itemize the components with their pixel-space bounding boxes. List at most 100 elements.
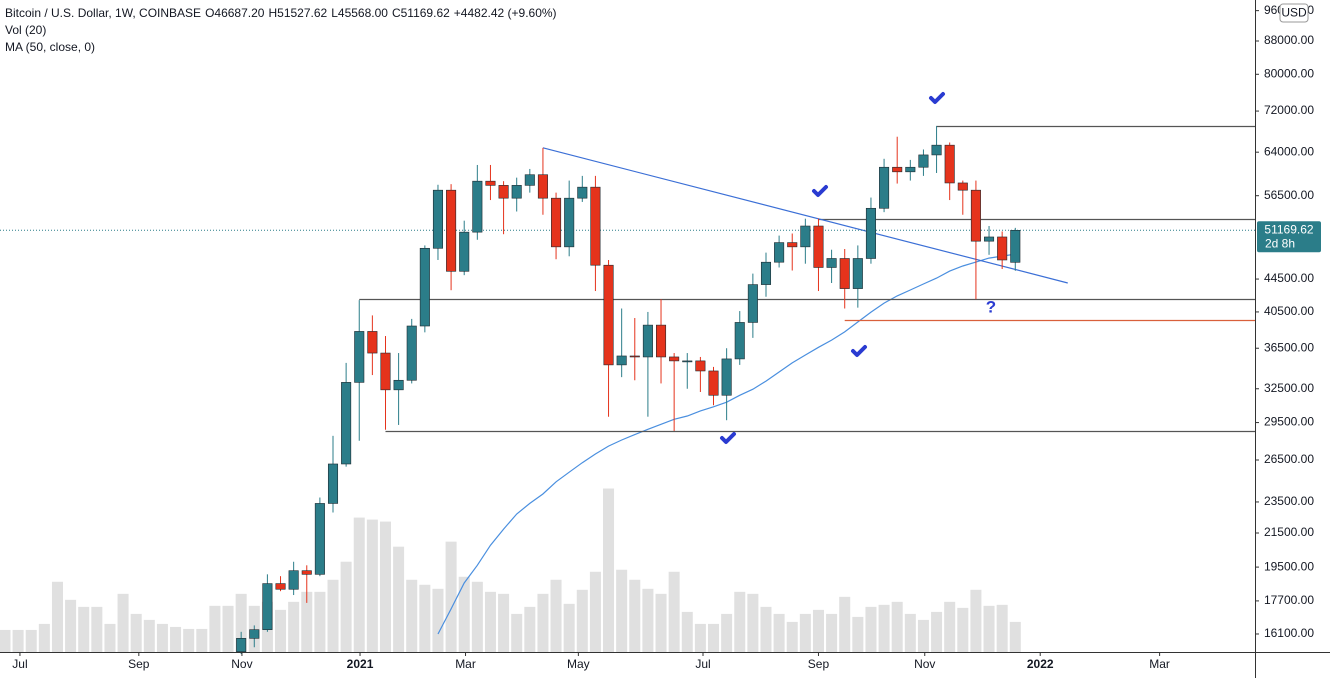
volume-bar xyxy=(865,606,877,652)
candle-body xyxy=(708,370,719,396)
volume-bar xyxy=(288,601,300,652)
currency-badge xyxy=(1279,3,1309,23)
volume-bar xyxy=(616,569,628,652)
y-tick-label: 29500.00 xyxy=(1264,415,1314,429)
checkmark xyxy=(812,185,828,197)
volume-bar xyxy=(799,613,811,652)
volume-bar xyxy=(406,579,418,652)
volume-bar xyxy=(301,591,313,652)
volume-bar xyxy=(170,626,182,652)
volume-bar xyxy=(852,616,864,652)
volume-bar xyxy=(91,606,103,652)
y-tick-label: 64000.00 xyxy=(1264,144,1314,158)
candle-body xyxy=(446,189,457,272)
volume-bar xyxy=(839,596,851,652)
ohlc-key: L xyxy=(331,6,338,20)
candle-body xyxy=(905,166,916,173)
checkmark xyxy=(851,345,867,357)
volume-bar xyxy=(340,561,352,652)
volume-bar xyxy=(104,623,116,652)
x-tick-label: 2022 xyxy=(1027,657,1054,671)
header-line: Bitcoin / U.S. Dollar, 1W, COINBASE O4668… xyxy=(5,6,557,20)
volume-bar xyxy=(642,588,654,652)
volume-bar xyxy=(183,628,195,652)
candle-body xyxy=(406,325,417,381)
candle-body xyxy=(695,360,706,372)
x-tick-label: Sep xyxy=(808,657,830,671)
candle-body xyxy=(419,247,430,327)
volume-bar xyxy=(904,613,916,652)
change: +4482.42 (+9.60%) xyxy=(454,6,557,20)
candle-body xyxy=(629,355,640,358)
candle-body xyxy=(721,358,732,396)
volume-bar xyxy=(524,606,536,652)
volume-bar xyxy=(65,599,77,652)
volume-bar xyxy=(629,579,641,652)
volume-bar xyxy=(931,611,943,652)
candle-body xyxy=(616,355,627,366)
volume-bar xyxy=(957,607,969,652)
ohlc-value: 45568.00 xyxy=(338,6,388,20)
candle-body xyxy=(774,242,785,263)
volume-bar xyxy=(471,581,483,652)
price-label-box xyxy=(1257,221,1321,253)
candle-body xyxy=(301,570,312,575)
candle-body xyxy=(537,174,548,199)
x-tick-label: Sep xyxy=(128,657,150,671)
candle-body xyxy=(760,261,772,285)
volume-bar xyxy=(0,629,11,652)
ohlc-value: 51169.62 xyxy=(401,6,450,20)
volume-bar xyxy=(196,628,208,652)
candle-body xyxy=(590,186,601,266)
volume-bar xyxy=(707,623,720,652)
x-tick-label: Mar xyxy=(455,657,476,671)
candle-body xyxy=(262,583,273,630)
annotation: ? xyxy=(986,297,996,316)
volume-bar xyxy=(511,613,523,652)
candle-body xyxy=(314,503,325,575)
volume-bar xyxy=(826,613,838,652)
candle-body xyxy=(984,236,995,242)
volume-bar xyxy=(1009,621,1021,652)
candle-body xyxy=(944,144,955,184)
volume-bar xyxy=(12,629,24,652)
volume-bar xyxy=(25,629,37,652)
candle-body xyxy=(236,638,247,653)
candle-body xyxy=(432,189,443,249)
volume-bar xyxy=(235,593,247,652)
volume-bar xyxy=(576,589,588,652)
y-tick-label: 32500.00 xyxy=(1264,381,1314,395)
candle-body xyxy=(524,174,535,186)
y-tick-label: 40500.00 xyxy=(1264,304,1314,318)
candle-body xyxy=(787,242,798,248)
volume-bar xyxy=(694,623,706,652)
price-label: 51169.62 xyxy=(1264,222,1313,236)
y-tick-label: 17700.00 xyxy=(1264,593,1314,607)
y-tick-label: 36500.00 xyxy=(1264,340,1314,354)
ma-line xyxy=(437,253,1016,635)
volume-bar xyxy=(327,579,339,652)
candle-body xyxy=(564,197,575,248)
candle-body xyxy=(669,356,680,362)
x-tick-label: Nov xyxy=(914,657,935,671)
candle-body xyxy=(341,382,352,465)
volume-bar xyxy=(721,613,733,652)
header: Bitcoin / U.S. Dollar, 1W, COINBASE O4668… xyxy=(5,6,557,54)
volume-bar xyxy=(117,593,129,652)
volume-bar xyxy=(655,593,667,652)
volume-bar xyxy=(498,593,510,652)
indicator-label: MA (50, close, 0) xyxy=(5,40,95,54)
volume-bar xyxy=(484,591,496,652)
volume-bar xyxy=(773,613,785,652)
candle-body xyxy=(747,284,758,323)
volume-bar xyxy=(314,591,326,652)
countdown: 2d 8h xyxy=(1265,236,1295,250)
volume-bar xyxy=(891,601,903,652)
candle-body xyxy=(957,182,968,191)
candle-body xyxy=(327,463,339,504)
candle-body xyxy=(997,236,1008,261)
x-tick-label: Jul xyxy=(12,657,27,671)
y-tick-label: 88000.00 xyxy=(1264,33,1314,47)
candle-body xyxy=(393,379,404,391)
